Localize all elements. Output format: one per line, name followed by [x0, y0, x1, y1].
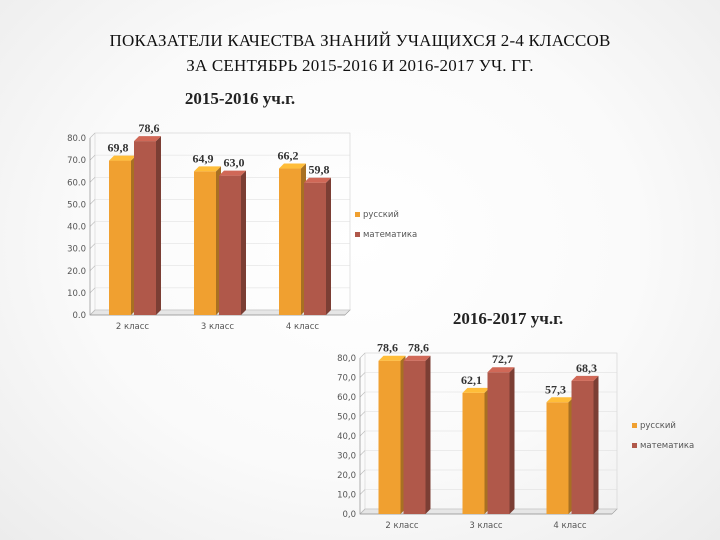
y-tick-label: 80,0 [337, 354, 356, 364]
bar-side [425, 355, 431, 514]
bar-side [593, 375, 599, 514]
data-label: 78,6 [139, 121, 160, 135]
bar-top [378, 355, 406, 361]
slide-title-line2: ЗА СЕНТЯБРЬ 2015-2016 И 2016-2017 УЧ. ГГ… [186, 56, 534, 75]
chart-2016-2017: 2016-2017 уч.г. 0,0 10,0 20,0 30,0 40,0 50,0 60… [337, 309, 694, 531]
gridline-side [359, 489, 366, 495]
data-label: 62,1 [461, 373, 482, 387]
y-tick-label: 10.0 [67, 289, 86, 299]
bar-top [134, 136, 161, 142]
legend-swatch [632, 423, 637, 428]
bar [194, 171, 216, 315]
bar-top [403, 355, 431, 361]
data-label: 72,7 [492, 352, 513, 366]
bar [378, 360, 401, 514]
legend-swatch [355, 212, 360, 217]
bar-top [219, 170, 246, 176]
category-label: 4 класс [286, 322, 320, 332]
data-label: 69,8 [108, 141, 129, 155]
y-tick-label: 50,0 [337, 413, 356, 423]
bar [279, 168, 301, 315]
gridline-side [359, 430, 366, 437]
bar [219, 175, 241, 315]
legend-label: математика [363, 230, 417, 240]
y-tick-label: 40.0 [67, 223, 86, 233]
gridline-side [89, 154, 96, 161]
gridline-side [359, 391, 366, 398]
bar [109, 160, 131, 315]
data-label: 78,6 [408, 341, 429, 355]
gridline-side [359, 372, 366, 378]
data-label: 68,3 [576, 361, 597, 375]
bar-top [487, 367, 515, 373]
y-tick-label: 20,0 [337, 471, 356, 481]
bar-top [462, 387, 490, 393]
y-tick-label: 60,0 [337, 393, 356, 403]
bar-top [279, 163, 306, 169]
data-label: 59,8 [309, 163, 330, 177]
y-tick-label: 50.0 [67, 200, 86, 210]
gridline-side [359, 352, 366, 359]
legend-label: русский [640, 421, 676, 431]
gridline-side [359, 508, 366, 515]
y-tick-label: 0,0 [342, 510, 356, 520]
y-tick-label: 0.0 [72, 311, 86, 321]
data-label: 78,6 [377, 341, 398, 355]
y-tick-label: 30.0 [67, 245, 86, 255]
bar-top [194, 166, 221, 172]
y-tick-label: 20.0 [67, 267, 86, 277]
chart-title: 2015-2016 уч.г. [185, 89, 295, 108]
legend-label: математика [640, 441, 694, 451]
chart-title: 2016-2017 уч.г. [453, 309, 563, 328]
category-label: 3 класс [201, 322, 235, 332]
bar-top [304, 177, 331, 183]
y-tick-label: 70.0 [67, 156, 86, 166]
gridline-side [89, 221, 96, 227]
legend-swatch [355, 232, 360, 237]
bar-top [571, 375, 599, 381]
legend-swatch [632, 443, 637, 448]
bar [462, 392, 485, 514]
bar [571, 380, 594, 514]
slide-title: ПОКАЗАТЕЛИ КАЧЕСТВА ЗНАНИЙ УЧАЩИХСЯ 2-4 … [0, 28, 720, 78]
bar [304, 182, 326, 315]
y-tick-label: 40,0 [337, 432, 356, 442]
bar-top [546, 397, 574, 403]
y-tick-label: 10,0 [337, 491, 356, 501]
bar [487, 372, 510, 514]
bar [403, 360, 426, 514]
y-tick-label: 30,0 [337, 452, 356, 462]
chart-2015-2016: 2015-2016 уч.г. 0.0 10.0 20.0 30.0 40.0 50.0 60… [67, 89, 417, 332]
bar [546, 402, 569, 514]
y-tick-label: 70,0 [337, 374, 356, 384]
data-label: 63,0 [224, 156, 245, 170]
bar-side [326, 177, 331, 315]
bar-top [109, 155, 136, 161]
y-tick-label: 80.0 [67, 134, 86, 144]
y-tick-label: 60.0 [67, 178, 86, 188]
data-label: 57,3 [545, 382, 566, 396]
category-label: 2 класс [385, 521, 419, 531]
gridline-side [89, 309, 96, 316]
gridline-side [89, 243, 96, 249]
gridline-side [359, 469, 366, 476]
gridline-side [89, 265, 96, 271]
legend-label: русский [363, 210, 399, 220]
bar-side [156, 136, 161, 315]
bar [134, 141, 156, 315]
gridline-side [89, 199, 96, 205]
gridline-side [359, 411, 366, 417]
gridline-side [89, 287, 96, 294]
data-label: 66,2 [278, 149, 299, 163]
category-label: 4 класс [553, 521, 587, 531]
data-label: 64,9 [193, 151, 214, 165]
gridline-side [89, 132, 96, 139]
slide-title-line1: ПОКАЗАТЕЛИ КАЧЕСТВА ЗНАНИЙ УЧАЩИХСЯ 2-4 … [109, 31, 611, 50]
gridline-side [89, 177, 96, 183]
bar-side [509, 367, 515, 514]
category-label: 2 класс [116, 322, 150, 332]
gridline-side [359, 450, 366, 456]
bar-side [241, 170, 246, 315]
category-label: 3 класс [469, 521, 503, 531]
